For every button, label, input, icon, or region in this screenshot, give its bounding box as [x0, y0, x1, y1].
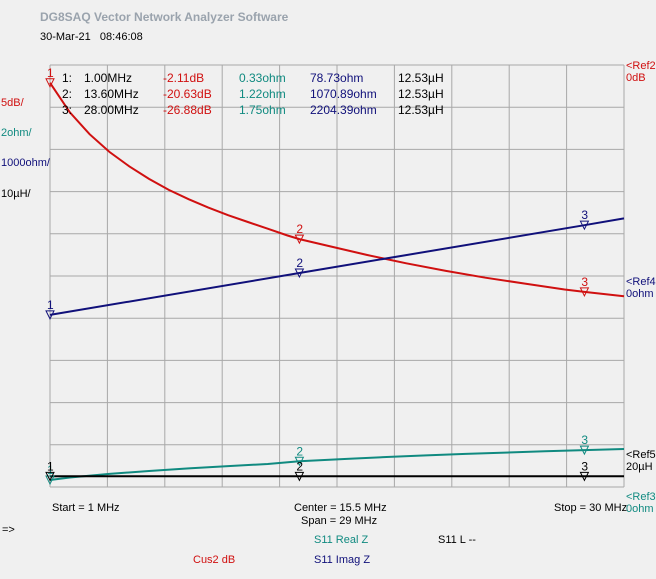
- marker-1-number: 1: [47, 463, 54, 477]
- marker-readout-id: 2:: [62, 87, 73, 101]
- marker-readout-real: 1.75ohm: [239, 103, 286, 117]
- marker-1-trace-real-z[interactable]: [45, 475, 55, 486]
- start-frequency: Start = 1 MHz: [52, 502, 120, 514]
- marker-3-trace-imag-z[interactable]: [579, 220, 590, 231]
- ref2-value: 0dB: [626, 72, 646, 84]
- stop-frequency: Stop = 30 MHz: [554, 502, 628, 514]
- span-frequency: Span = 29 MHz: [301, 515, 378, 527]
- marker-readout-freq: 1.00MHz: [84, 71, 133, 85]
- ref2-name: <Ref2: [626, 60, 656, 72]
- marker-3-number: 3: [581, 275, 588, 289]
- trace-legend-imag[interactable]: S11 Imag Z: [314, 554, 371, 566]
- marker-readout-freq: 28.00MHz: [84, 103, 139, 117]
- marker-2-number: 2: [296, 459, 303, 473]
- marker-2-trace-imag-z[interactable]: [294, 268, 305, 279]
- marker-readout-real: 1.22ohm: [239, 87, 286, 101]
- marker-1-trace-db[interactable]: [45, 78, 55, 88]
- marker-1-number: 1: [47, 459, 54, 473]
- marker-3-number: 3: [581, 433, 588, 447]
- marker-readout-ind: 12.53µH: [398, 103, 444, 117]
- marker-3-number: 3: [581, 459, 588, 473]
- ref5-value: 20µH: [626, 461, 653, 473]
- marker-1-trace-imag-z[interactable]: [45, 310, 55, 320]
- marker-readout-ind: 12.53µH: [398, 71, 444, 85]
- marker-3-trace-db[interactable]: [579, 287, 590, 297]
- app-title: DG8SAQ Vector Network Analyzer Software: [40, 10, 289, 24]
- ref5-name: <Ref5: [626, 449, 656, 461]
- marker-1-number: 1: [47, 66, 54, 80]
- center-frequency: Center = 15.5 MHz: [294, 502, 387, 514]
- ref3-label: <Ref3 0ohm: [626, 491, 656, 515]
- timestamp: 30-Mar-21 08:46:08: [40, 31, 143, 43]
- marker-2-number: 2: [296, 222, 303, 236]
- ref4-value: 0ohm: [626, 288, 654, 300]
- ref2-label: <Ref2 0dB: [626, 60, 656, 84]
- ref4-name: <Ref4: [626, 276, 656, 288]
- expand-arrow[interactable]: =>: [2, 524, 15, 536]
- chart-markers: 1 2 3 1 2 3 1 2 3 1 2 3: [45, 66, 590, 486]
- marker-2-trace-db[interactable]: [294, 234, 305, 245]
- marker-readout-id: 1:: [62, 71, 73, 85]
- scale-real: 2ohm/: [1, 127, 32, 139]
- chart-grid: [49, 64, 625, 488]
- scale-db: 5dB/: [1, 97, 24, 109]
- marker-2-number: 2: [296, 444, 303, 458]
- marker-3-trace-inductance[interactable]: [579, 471, 590, 482]
- ref4-label: <Ref4 0ohm: [626, 276, 656, 300]
- marker-readout-ind: 12.53µH: [398, 87, 444, 101]
- marker-2-trace-real-z[interactable]: [294, 456, 305, 467]
- timestamp-time: 08:46:08: [99, 31, 143, 43]
- trace-imag-z: [49, 217, 625, 316]
- marker-1-trace-inductance[interactable]: [45, 471, 55, 482]
- trace-db: [49, 82, 625, 298]
- ref3-name: <Ref3: [626, 491, 656, 503]
- marker-readout-imag: 1070.89ohm: [310, 87, 377, 101]
- trace-legend-db[interactable]: Cus2 dB: [193, 554, 236, 566]
- chart-traces: [49, 82, 625, 481]
- marker-readout-id: 3:: [62, 103, 73, 117]
- marker-3-trace-real-z[interactable]: [579, 445, 590, 456]
- marker-3-number: 3: [581, 208, 588, 222]
- ref5-label: <Ref5 20µH: [626, 449, 656, 473]
- scale-ind: 10µH/: [1, 188, 31, 200]
- marker-readout-db: -20.63dB: [163, 87, 212, 101]
- marker-2-trace-inductance[interactable]: [294, 471, 305, 482]
- marker-readout-db: -2.11dB: [163, 71, 205, 85]
- scale-imag: 1000ohm/: [1, 157, 50, 169]
- trace-real-z: [49, 448, 625, 481]
- marker-readout-imag: 2204.39ohm: [310, 103, 377, 117]
- marker-2-number: 2: [296, 256, 303, 270]
- marker-readout-db: -26.88dB: [163, 103, 212, 117]
- marker-readout-real: 0.33ohm: [239, 71, 286, 85]
- marker-readout-freq: 13.60MHz: [84, 87, 139, 101]
- marker-1-number: 1: [47, 298, 54, 312]
- marker-readout-imag: 78.73ohm: [310, 71, 364, 85]
- trace-legend-l[interactable]: S11 L --: [438, 534, 476, 546]
- timestamp-date: 30-Mar-21: [40, 31, 91, 43]
- ref3-value: 0ohm: [626, 503, 654, 515]
- trace-legend-real[interactable]: S11 Real Z: [314, 534, 369, 546]
